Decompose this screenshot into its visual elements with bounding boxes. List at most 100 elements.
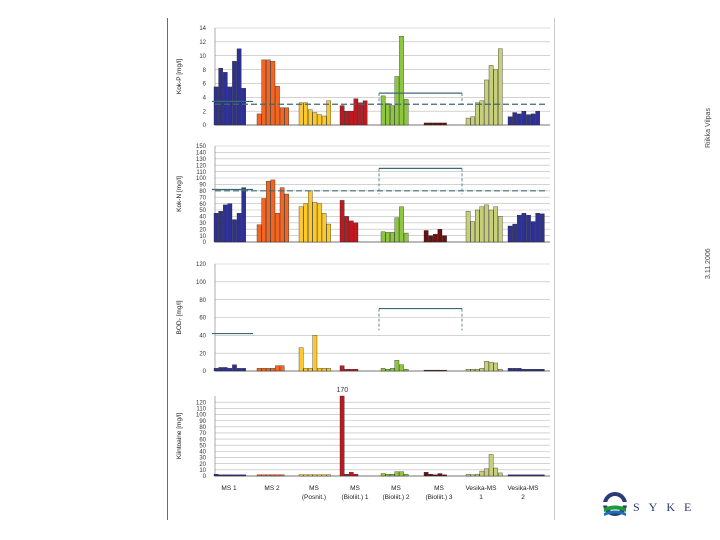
bar: [530, 221, 536, 243]
y-tick-label: 60: [199, 316, 206, 322]
bar: [535, 474, 540, 477]
bar: [540, 213, 545, 243]
bar: [279, 187, 285, 243]
chart-panel: 0 2 4 6 8 10 12 14 Kok-P [mg/l] 0 10 20 30 40 50 60 70 80…: [167, 18, 555, 520]
y-tick-label: 40: [199, 334, 206, 340]
bar: [326, 100, 331, 126]
bar: [218, 367, 223, 372]
bar: [479, 206, 485, 243]
bar: [303, 203, 308, 243]
bar: [241, 187, 246, 243]
bar: [353, 222, 359, 243]
bar: [437, 122, 443, 126]
bar: [380, 95, 386, 126]
y-axis-label: Kok-P [mg/l]: [176, 59, 183, 94]
bar: [437, 229, 443, 243]
y-tick-label: 8: [203, 68, 207, 74]
bar: [344, 369, 349, 372]
bar: [403, 369, 409, 372]
bar: [390, 232, 395, 243]
bar: [236, 368, 242, 372]
y-tick-label: 0: [203, 474, 207, 480]
bar: [275, 86, 280, 126]
bar: [521, 213, 527, 243]
x-tick-label: (Bioliit.) 3: [425, 494, 452, 501]
y-tick-label: 0: [203, 240, 207, 246]
bar: [433, 474, 438, 477]
bar: [399, 471, 404, 477]
bar: [493, 69, 498, 126]
y-tick-label: 60: [199, 437, 206, 443]
bar: [321, 368, 327, 372]
bar: [493, 362, 498, 372]
bar: [266, 368, 271, 372]
bar: [521, 369, 527, 372]
bar: [213, 368, 219, 372]
bar: [498, 48, 503, 126]
y-tick-label: 150: [196, 144, 207, 150]
bar: [526, 114, 531, 126]
bar: [232, 61, 237, 126]
bar: [312, 202, 318, 243]
bar: [339, 365, 345, 372]
bar: [213, 213, 219, 243]
bar: [270, 61, 276, 126]
bar: [399, 36, 404, 126]
y-tick-label: 130: [196, 157, 207, 163]
y-tick-label: 90: [199, 419, 206, 425]
bar: [390, 105, 395, 126]
x-tick-label: Vesika-MS: [507, 485, 539, 492]
bar: [484, 79, 489, 126]
logo-text: SYKE: [633, 500, 701, 514]
bar: [526, 369, 531, 372]
bar: [308, 368, 313, 372]
date-label: 3.11.2006: [705, 248, 712, 279]
y-tick-label: 110: [196, 170, 206, 176]
y-tick-label: 120: [196, 400, 207, 406]
bar: [521, 110, 527, 126]
bar: [403, 232, 409, 243]
bar: [227, 368, 233, 372]
x-tick-label: (Posnit.): [302, 494, 326, 501]
x-tick-label: (Bioliit.) 2: [382, 494, 409, 501]
bar: [385, 369, 390, 372]
bar: [530, 113, 536, 126]
y-tick-label: 20: [199, 351, 206, 357]
bar: [298, 206, 304, 243]
bar: [403, 99, 409, 126]
bar: [303, 102, 308, 126]
bar: [339, 395, 345, 477]
bar: [479, 470, 485, 477]
bar: [442, 122, 447, 126]
bar: [326, 474, 331, 477]
x-tick-label: MS: [391, 485, 401, 492]
bar: [344, 473, 349, 477]
bar: [223, 72, 228, 126]
bar: [358, 102, 363, 126]
bar: [223, 204, 228, 243]
bar: [433, 122, 438, 126]
bar: [488, 361, 494, 372]
bar: [218, 474, 223, 477]
bar: [493, 467, 498, 477]
bar: [465, 211, 471, 243]
y-tick-label: 100: [196, 280, 207, 286]
bar: [535, 369, 540, 372]
bar: [484, 361, 489, 372]
bar: [362, 100, 368, 126]
bar: [475, 473, 480, 477]
bar: [498, 472, 503, 477]
bar: [470, 116, 475, 126]
bar: [344, 110, 349, 126]
bar: [266, 59, 271, 126]
y-tick-label: 0: [203, 369, 207, 375]
bar: [465, 473, 471, 477]
y-tick-label: 6: [203, 82, 207, 88]
bar: [442, 474, 447, 477]
y-axis-label: Kok-N [mg/l]: [176, 176, 183, 212]
bar: [484, 468, 489, 477]
y-tick-label: 14: [199, 26, 206, 32]
bar: [540, 474, 545, 477]
